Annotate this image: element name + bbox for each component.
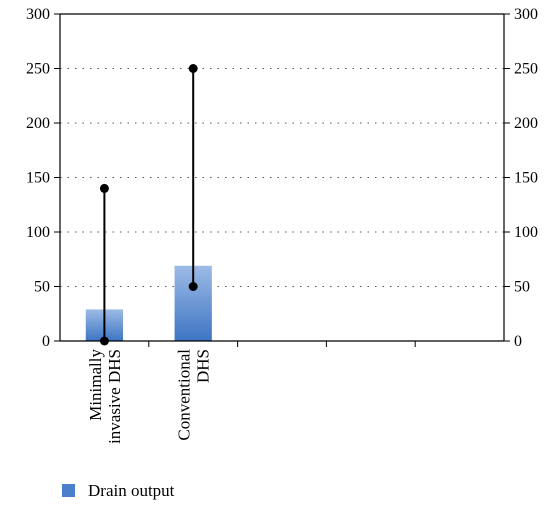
category-label: Minimally	[86, 349, 105, 421]
y-tick-label-right: 300	[514, 6, 538, 23]
range-min-dot	[188, 282, 198, 291]
y-tick-label-left: 50	[34, 279, 50, 296]
y-tick-label-right: 250	[514, 61, 538, 78]
y-tick-label-right: 150	[514, 170, 538, 187]
y-tick-label-left: 250	[26, 61, 50, 78]
grid-lines	[60, 68, 504, 287]
y-tick-label-left: 100	[26, 224, 50, 241]
axes	[54, 13, 510, 347]
range-max-dot	[188, 64, 198, 73]
y-tick-label-right: 100	[514, 224, 538, 241]
category-label: Conventional	[175, 349, 194, 441]
y-tick-label-right: 50	[514, 279, 530, 296]
category-label: DHS	[194, 349, 213, 383]
category-label: invasive DHS	[105, 349, 124, 444]
y-tick-label-left: 0	[42, 333, 50, 350]
legend: Drain output	[62, 481, 175, 500]
range-markers	[99, 64, 198, 346]
y-tick-label-left: 200	[26, 115, 50, 132]
labels: 0 0 50 50 100 100 150 150 200 200 250 250 300 300 Mini…	[26, 6, 538, 444]
range-max-dot	[99, 183, 109, 193]
range-min-dot	[99, 336, 109, 346]
y-tick-label-right: 0	[514, 333, 522, 350]
legend-swatch	[62, 484, 75, 497]
y-tick-label-right: 200	[514, 115, 538, 132]
legend-label: Drain output	[88, 481, 175, 500]
y-tick-label-left: 150	[26, 170, 50, 187]
y-tick-label-left: 300	[26, 6, 50, 23]
